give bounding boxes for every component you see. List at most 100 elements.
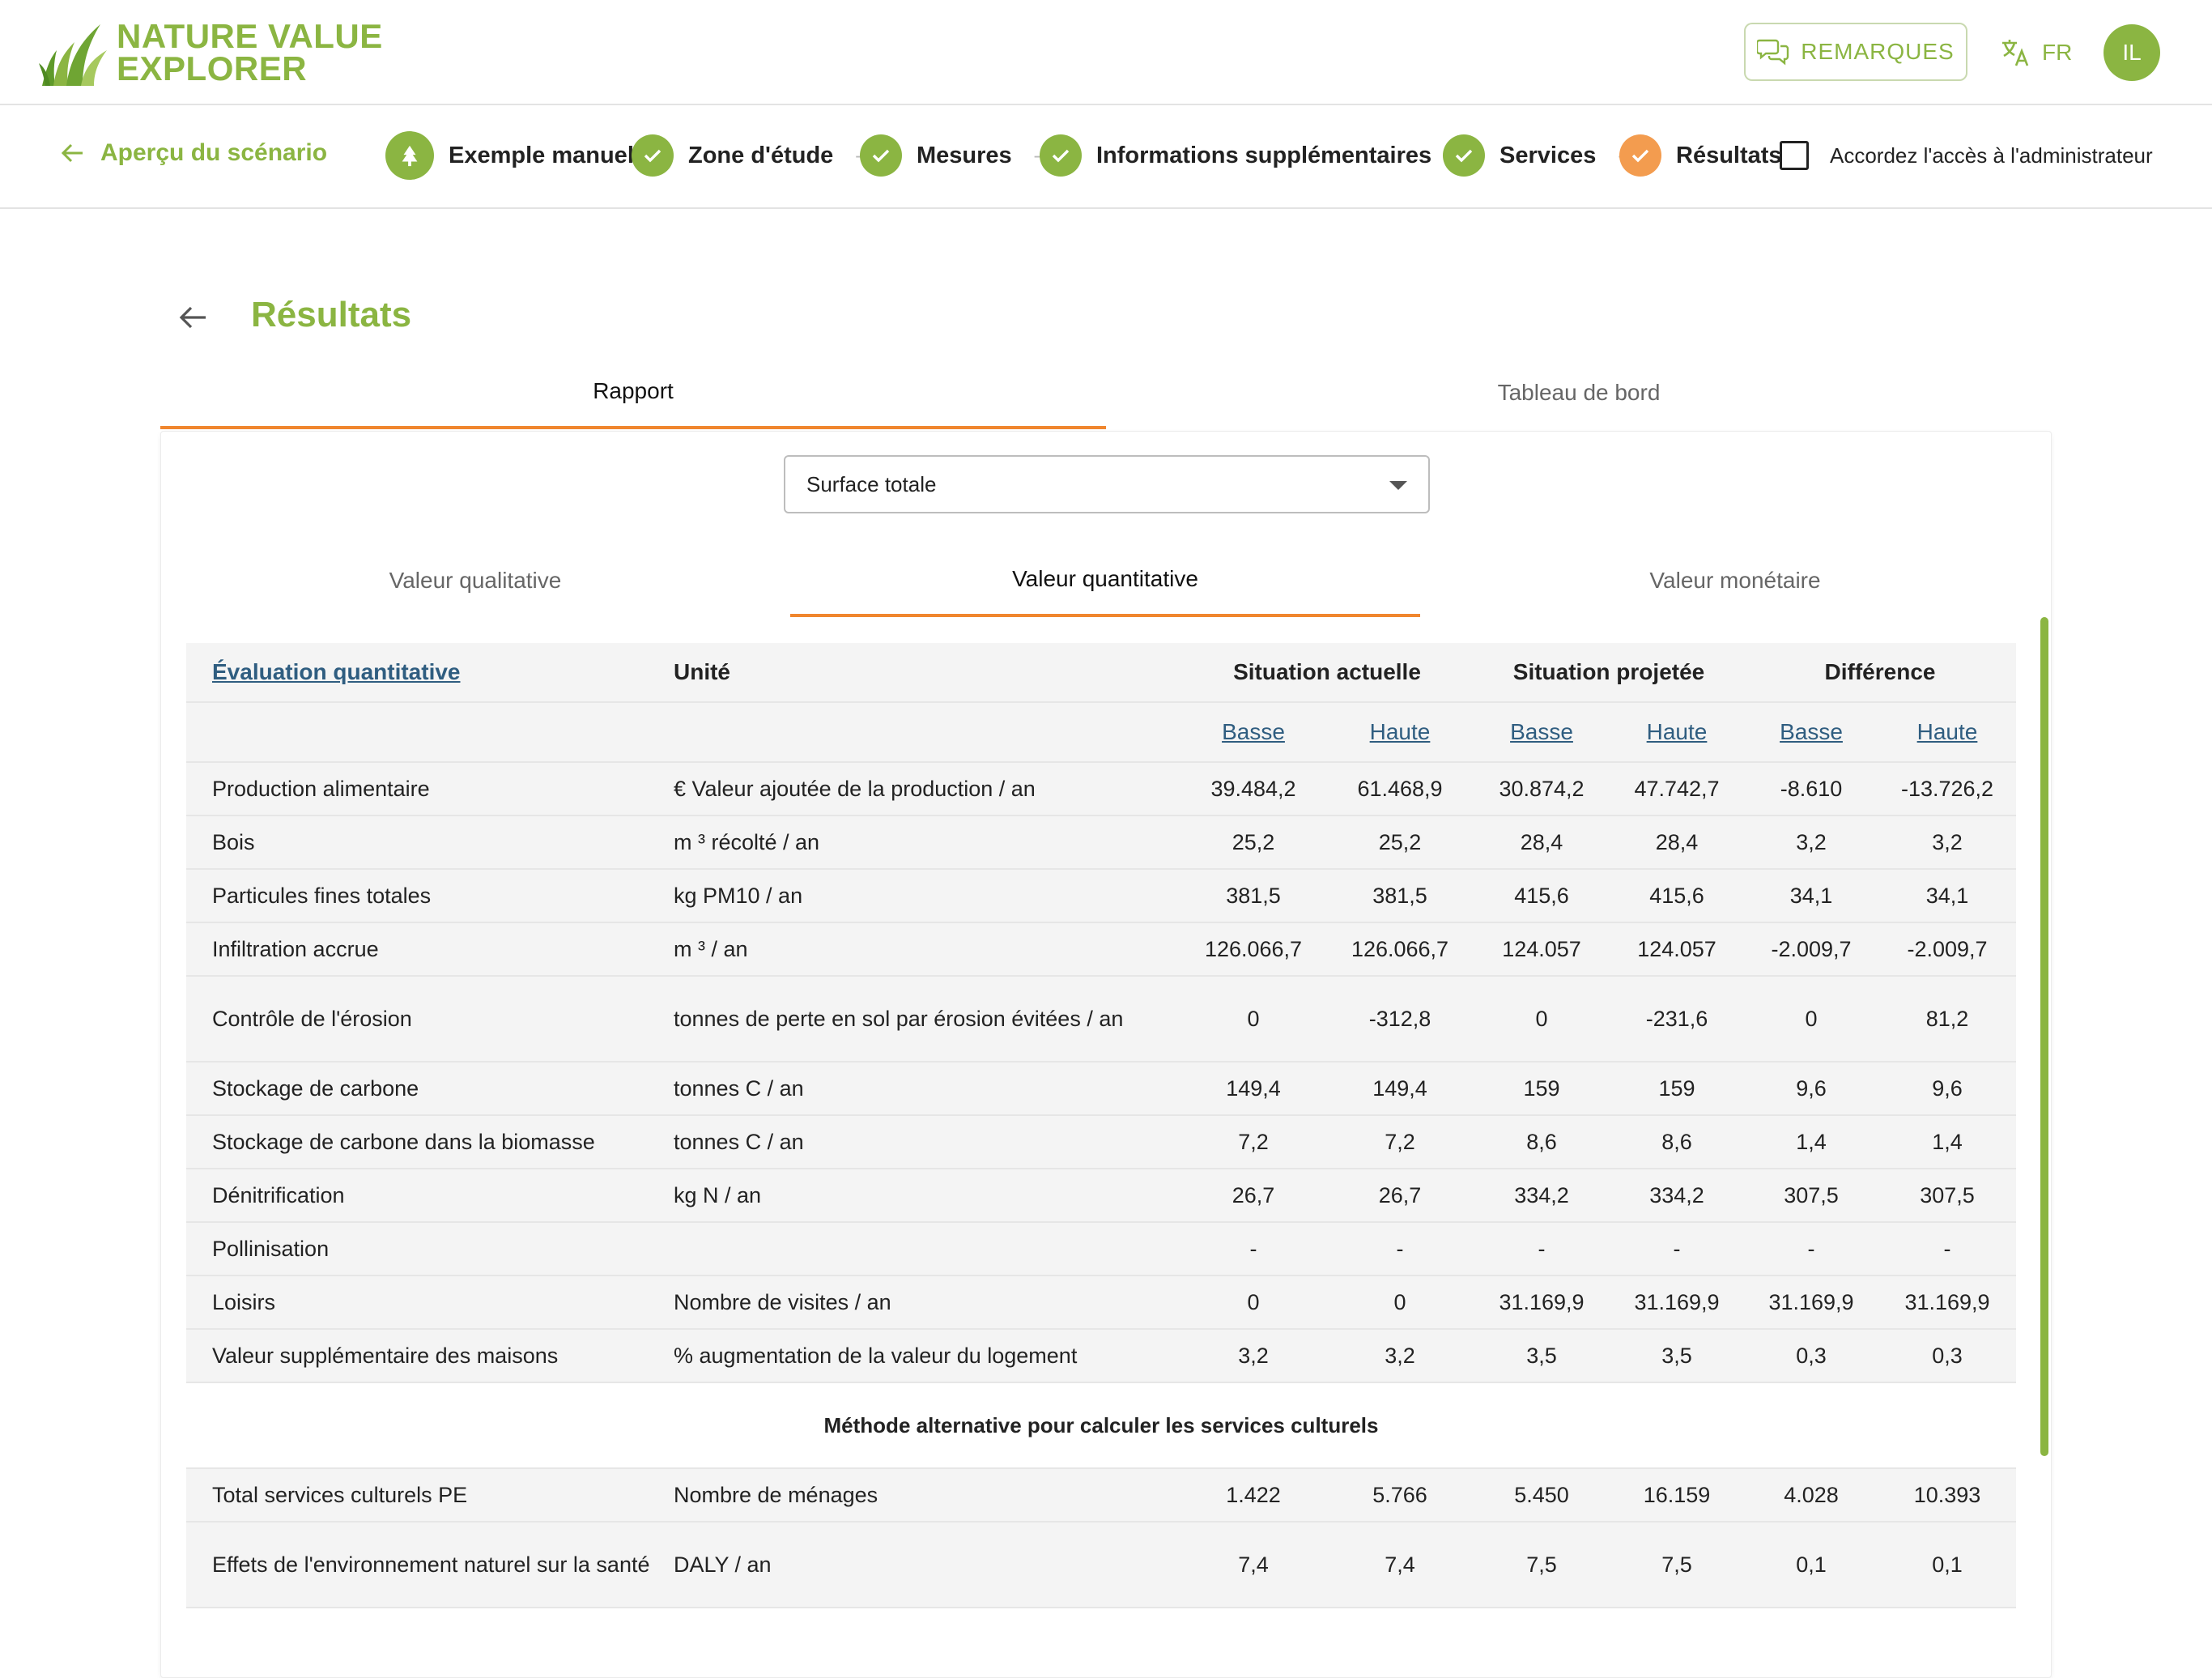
back-arrow-icon[interactable] <box>177 301 209 334</box>
value-cell: -312,8 <box>1368 1006 1431 1031</box>
scrollbar-thumb[interactable] <box>2040 617 2048 1456</box>
table-row: Dénitrification kg N / an 26,7 26,7 334,2 334… <box>186 1169 2016 1223</box>
unit-cell: kg N / an <box>674 1183 762 1207</box>
subtab-qualitative[interactable]: Valeur qualitative <box>389 568 562 593</box>
service-name-cell: Pollinisation <box>212 1236 330 1261</box>
value-cell: 31.169,9 <box>1634 1289 1720 1314</box>
value-cell: 0,1 <box>1932 1552 1963 1577</box>
value-cell: 61.468,9 <box>1357 776 1443 801</box>
sort-low-difference[interactable]: Basse <box>1780 719 1843 744</box>
logo-text: NATURE VALUE EXPLORER <box>117 19 383 86</box>
value-cell: -2.009,7 <box>1771 936 1852 961</box>
table-row: Stockage de carbone dans la biomasse tonn… <box>186 1116 2016 1169</box>
top-header: NATURE VALUE EXPLORER REMARQUES FR IL <box>0 0 2212 105</box>
caret-down-icon <box>1389 481 1407 490</box>
value-cell: 5.450 <box>1514 1482 1569 1507</box>
table-row: Loisirs Nombre de visites / an 0 0 31.169,9 3… <box>186 1276 2016 1330</box>
service-name-cell: Production alimentaire <box>212 776 430 801</box>
value-cell: 1,4 <box>1932 1129 1963 1154</box>
sort-high-current[interactable]: Haute <box>1369 719 1431 744</box>
step-results[interactable]: Résultats <box>1619 130 1782 181</box>
service-name-cell: Particules fines totales <box>212 883 432 908</box>
value-cell: 34,1 <box>1925 883 1969 908</box>
value-cell: 7,2 <box>1238 1129 1269 1154</box>
value-cell: 28,4 <box>1520 829 1563 854</box>
table-subheader-row: Basse Haute Basse Haute Basse Haute <box>186 703 2016 763</box>
value-cell: 1,4 <box>1796 1129 1827 1154</box>
sort-high-projected[interactable]: Haute <box>1646 719 1708 744</box>
tab-dashboard[interactable]: Tableau de bord <box>1497 380 1661 405</box>
table-body: Production alimentaire € Valeur ajoutée d… <box>186 763 2016 1383</box>
value-cell: 381,5 <box>1372 883 1427 908</box>
value-cell: 9,6 <box>1932 1075 1963 1101</box>
step-label: Exemple manuel <box>449 142 634 168</box>
check-icon <box>1619 134 1661 177</box>
table-row: Pollinisation - - - - - - <box>186 1223 2016 1276</box>
language-label: FR <box>2042 40 2073 65</box>
app-logo[interactable]: NATURE VALUE EXPLORER <box>39 18 383 87</box>
table-row: Total services culturels PE Nombre de mén… <box>186 1469 2016 1523</box>
unit-cell: tonnes de perte en sol par érosion évité… <box>674 1007 1124 1031</box>
step-measures[interactable]: Mesures — <box>860 130 1058 181</box>
value-cell: 7,5 <box>1526 1552 1557 1577</box>
remarks-button[interactable]: REMARQUES <box>1744 23 1967 81</box>
service-name-cell: Valeur supplémentaire des maisons <box>212 1343 559 1368</box>
difference-header: Différence <box>1824 659 1936 684</box>
sort-low-projected[interactable]: Basse <box>1510 719 1573 744</box>
step-study-area[interactable]: Zone d'étude — <box>632 130 879 181</box>
table-row: Bois m ³ récolté / an 25,2 25,2 28,4 28,4 3,2 3… <box>186 816 2016 870</box>
language-switcher[interactable]: FR <box>2000 32 2072 73</box>
value-cell: 415,6 <box>1514 883 1569 908</box>
unit-cell: m ³ récolté / an <box>674 830 820 854</box>
value-cell: -2.009,7 <box>1907 936 1988 961</box>
step-label: Résultats <box>1676 142 1782 168</box>
value-cell: 7,4 <box>1385 1552 1415 1577</box>
step-label: Services <box>1499 142 1597 168</box>
value-cell: 26,7 <box>1378 1182 1422 1207</box>
current-situation-header: Situation actuelle <box>1233 659 1421 684</box>
value-cell: 31.169,9 <box>1904 1289 1990 1314</box>
step-additional-info[interactable]: Informations supplémentaires — <box>1040 130 1478 181</box>
area-select-value: Surface totale <box>806 471 937 496</box>
unit-cell: tonnes C / an <box>674 1076 804 1101</box>
value-cell: 39.484,2 <box>1210 776 1296 801</box>
subtab-monetary[interactable]: Valeur monétaire <box>1649 568 1821 593</box>
value-cell: 149,4 <box>1226 1075 1281 1101</box>
value-cell: 415,6 <box>1649 883 1704 908</box>
value-cell: -13.726,2 <box>1900 776 1994 801</box>
value-cell: 8,6 <box>1661 1129 1692 1154</box>
user-avatar[interactable]: IL <box>2104 24 2160 81</box>
page-title: Résultats <box>251 295 412 334</box>
admin-access-checkbox[interactable] <box>1780 141 1809 170</box>
admin-access-toggle[interactable]: Accordez l'accès à l'administrateur <box>1780 141 2153 170</box>
sort-low-current[interactable]: Basse <box>1222 719 1285 744</box>
admin-access-label: Accordez l'accès à l'administrateur <box>1830 143 2153 168</box>
value-cell: 25,2 <box>1378 829 1422 854</box>
service-name-cell: Bois <box>212 829 255 854</box>
value-cell: - <box>1538 1236 1546 1261</box>
tab-report[interactable]: Rapport <box>160 356 1106 429</box>
chat-bubbles-icon <box>1757 39 1789 66</box>
value-cell: 307,5 <box>1920 1182 1975 1207</box>
sort-high-difference[interactable]: Haute <box>1916 719 1978 744</box>
grass-logo-icon <box>39 24 107 86</box>
value-cell: 149,4 <box>1372 1075 1427 1101</box>
value-cell: 381,5 <box>1226 883 1281 908</box>
value-cell: 0 <box>1535 1006 1548 1031</box>
value-cell: 16.159 <box>1643 1482 1711 1507</box>
table-row: Valeur supplémentaire des maisons % augme… <box>186 1330 2016 1383</box>
check-icon <box>1443 134 1485 177</box>
area-select[interactable]: Surface totale <box>784 455 1430 513</box>
evaluation-header-link[interactable]: Évaluation quantitative <box>212 659 461 684</box>
translate-icon <box>2002 40 2029 66</box>
unit-cell: € Valeur ajoutée de la production / an <box>674 777 1036 801</box>
value-cell: 3,2 <box>1238 1343 1269 1368</box>
table-row: Stockage de carbone tonnes C / an 149,4 149… <box>186 1063 2016 1116</box>
value-cell: 126.066,7 <box>1351 936 1449 961</box>
subtab-quantitative[interactable]: Valeur quantitative <box>790 544 1420 617</box>
scenario-overview-link[interactable]: Aperçu du scénario <box>60 139 327 167</box>
service-name-cell: Effets de l'environnement naturel sur la… <box>212 1552 650 1577</box>
step-scenario[interactable]: Exemple manuel <box>385 130 634 181</box>
value-cell: 81,2 <box>1925 1006 1969 1031</box>
step-services[interactable]: Services — <box>1443 130 1642 181</box>
